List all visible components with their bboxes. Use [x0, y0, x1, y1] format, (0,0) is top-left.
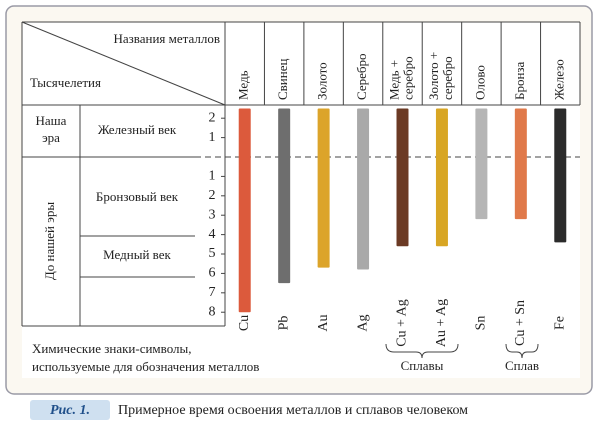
period-label: Бронзовый век [96, 189, 179, 204]
period-label: Медный век [103, 247, 171, 262]
footer-text: Химические знаки-символы, [32, 341, 192, 356]
symbol: Cu [237, 315, 252, 331]
bar [278, 108, 291, 284]
y-tick-label: 1 [209, 130, 216, 145]
footer-text: используемые для обозначения металлов [32, 359, 259, 374]
bar [475, 108, 488, 220]
era-label: эра [42, 130, 60, 145]
symbol: Fe [552, 316, 567, 330]
bar [317, 108, 330, 268]
era-label: Наша [36, 113, 67, 128]
y-tick-label: 8 [209, 304, 216, 319]
metal-name: Серебро [354, 54, 369, 100]
brace [385, 343, 459, 359]
y-tick-label: 3 [209, 207, 216, 222]
metal-name: Свинец [275, 59, 290, 100]
metal-name: Золото + [426, 52, 441, 100]
y-tick-label: 2 [209, 110, 216, 125]
y-tick-label: 4 [209, 227, 216, 242]
metal-name: Олово [472, 65, 487, 100]
period-label: Железный век [98, 122, 177, 137]
bar [238, 108, 251, 313]
y-tick-label: 5 [209, 246, 216, 261]
bar [396, 108, 409, 247]
millennia-label: Тысячелетия [30, 75, 101, 90]
symbol: Cu + Sn [513, 300, 528, 346]
symbol: Pb [276, 316, 291, 331]
bar [357, 108, 370, 270]
bar [514, 108, 527, 220]
bar [554, 108, 567, 243]
metal-name: Золото [315, 62, 330, 100]
group-label: Сплав [505, 358, 539, 373]
metal-name: Железо [551, 59, 566, 100]
bar [435, 108, 448, 247]
diagonal [21, 21, 226, 106]
metals-label: Названия металлов [113, 31, 220, 46]
y-tick-label: 7 [209, 285, 216, 300]
brace [505, 343, 539, 359]
metal-name: Бронза [512, 61, 527, 100]
y-tick-label: 6 [209, 266, 216, 281]
caption-badge [30, 400, 110, 420]
symbol: Cu + Ag [395, 299, 410, 347]
metal-name: серебро [400, 56, 415, 100]
caption-text: Примерное время освоения металлов и спла… [118, 403, 468, 418]
symbol: Au [316, 314, 331, 331]
symbol: Au + Ag [434, 299, 449, 347]
group-label: Сплавы [401, 358, 444, 373]
y-tick-label: 2 [209, 188, 216, 203]
metal-name: Медь [236, 70, 251, 100]
metal-name: серебро [440, 56, 455, 100]
era-label: До нашей эры [42, 202, 57, 280]
symbol: Ag [355, 314, 370, 331]
symbol: Sn [474, 316, 489, 331]
metal-name: Медь + [386, 60, 401, 100]
y-tick-label: 1 [209, 169, 216, 184]
caption-label: Рис. 1. [50, 403, 90, 418]
